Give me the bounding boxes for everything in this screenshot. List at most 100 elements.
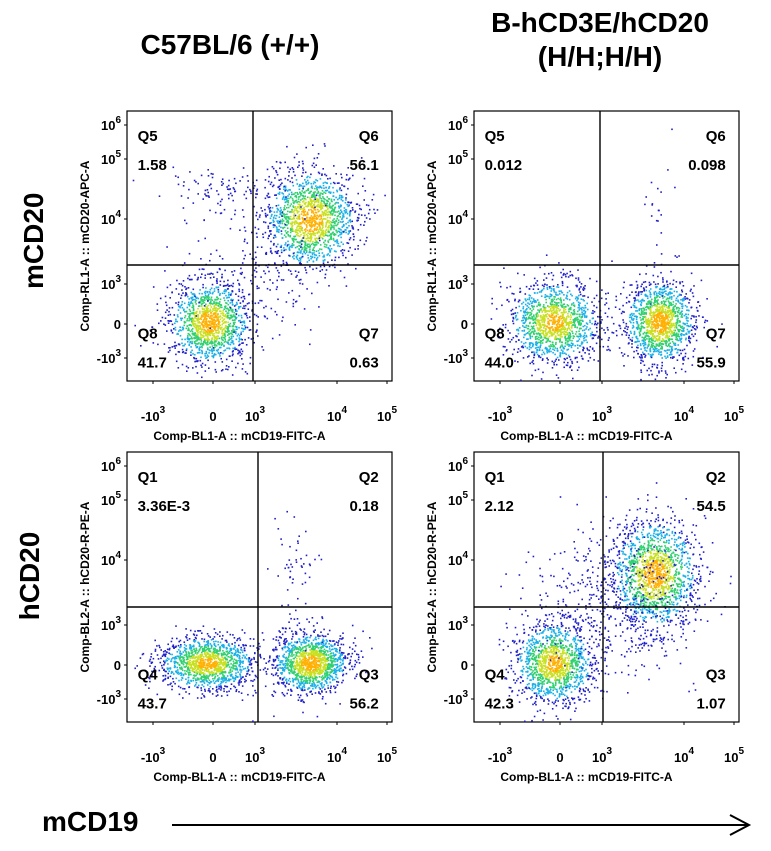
event-dot	[211, 352, 213, 355]
event-dot	[224, 327, 227, 329]
event-dot	[231, 325, 234, 328]
event-dot	[326, 200, 329, 202]
event-dot	[332, 208, 334, 211]
event-dot	[295, 207, 298, 210]
event-dot	[231, 311, 234, 313]
event-dot	[201, 324, 203, 326]
event-dot	[265, 215, 267, 218]
event-dot	[209, 304, 212, 306]
event-dot	[210, 326, 213, 328]
event-dot	[192, 323, 194, 325]
event-dot	[199, 343, 202, 346]
event-dot	[533, 314, 535, 316]
event-dot	[288, 254, 290, 257]
event-dot	[283, 188, 285, 191]
event-dot	[190, 320, 193, 323]
event-dot	[235, 304, 237, 306]
event-dot	[553, 349, 556, 351]
event-dot	[601, 289, 603, 291]
event-dot	[338, 256, 340, 259]
event-dot	[675, 327, 678, 329]
event-dot	[539, 324, 541, 327]
event-dot	[314, 232, 316, 235]
event-dot	[197, 307, 199, 310]
event-dot	[285, 232, 288, 234]
event-dot	[547, 331, 549, 334]
event-dot	[647, 345, 649, 348]
event-dot	[566, 344, 569, 346]
event-dot	[632, 304, 635, 306]
event-dot	[318, 252, 320, 254]
event-dot	[306, 216, 308, 219]
event-dot	[310, 226, 313, 228]
event-dot	[573, 313, 576, 315]
y-tick-label: 103	[101, 274, 121, 292]
event-dot	[324, 181, 326, 184]
event-dot	[665, 377, 667, 379]
event-dot	[306, 211, 309, 214]
event-dot	[577, 336, 579, 338]
event-dot	[204, 337, 206, 340]
event-dot	[559, 352, 562, 354]
event-dot	[231, 194, 233, 197]
event-dot	[564, 358, 567, 361]
event-dot	[317, 199, 319, 202]
event-dot	[649, 322, 651, 324]
event-dot	[345, 197, 347, 199]
event-dot	[234, 209, 237, 212]
event-dot	[672, 323, 674, 325]
event-dot	[342, 212, 344, 215]
event-dot	[215, 301, 217, 304]
event-dot	[303, 234, 306, 237]
event-dot	[310, 236, 313, 238]
event-dot	[578, 320, 581, 323]
event-dot	[188, 274, 191, 277]
event-dot	[691, 333, 693, 336]
event-dot	[324, 212, 326, 214]
event-dot	[217, 290, 220, 293]
event-dot	[331, 209, 333, 212]
event-dot	[279, 212, 282, 214]
event-dot	[221, 198, 223, 201]
event-dot	[235, 332, 237, 335]
event-dot	[200, 337, 202, 339]
event-dot	[534, 321, 537, 324]
event-dot	[237, 349, 239, 352]
event-dot	[289, 227, 292, 230]
event-dot	[307, 257, 310, 259]
event-dot	[594, 334, 597, 336]
event-dot	[332, 239, 335, 241]
event-dot	[299, 183, 301, 186]
event-dot	[219, 293, 221, 295]
event-dot	[208, 339, 211, 341]
event-dot	[645, 350, 648, 352]
event-dot	[578, 281, 581, 283]
event-dot	[195, 299, 197, 302]
event-dot	[338, 182, 340, 184]
event-dot	[160, 320, 162, 322]
event-dot	[211, 350, 214, 353]
event-dot	[278, 225, 281, 227]
event-dot	[289, 270, 292, 272]
event-dot	[640, 302, 643, 304]
event-dot	[299, 260, 302, 262]
event-dot	[292, 205, 294, 207]
event-dot	[204, 370, 207, 372]
event-dot	[287, 203, 289, 206]
event-dot	[498, 336, 501, 338]
event-dot	[320, 217, 323, 219]
event-dot	[294, 235, 297, 238]
event-dot	[351, 254, 353, 256]
event-dot	[553, 316, 556, 319]
event-dot	[649, 310, 652, 313]
event-dot	[614, 306, 617, 308]
event-dot	[559, 315, 562, 317]
event-dot	[333, 199, 335, 201]
event-dot	[341, 252, 344, 254]
event-dot	[181, 289, 183, 291]
event-dot	[293, 254, 295, 257]
event-dot	[607, 292, 609, 294]
event-dot	[328, 185, 331, 188]
event-dot	[227, 333, 230, 335]
event-dot	[315, 205, 317, 208]
